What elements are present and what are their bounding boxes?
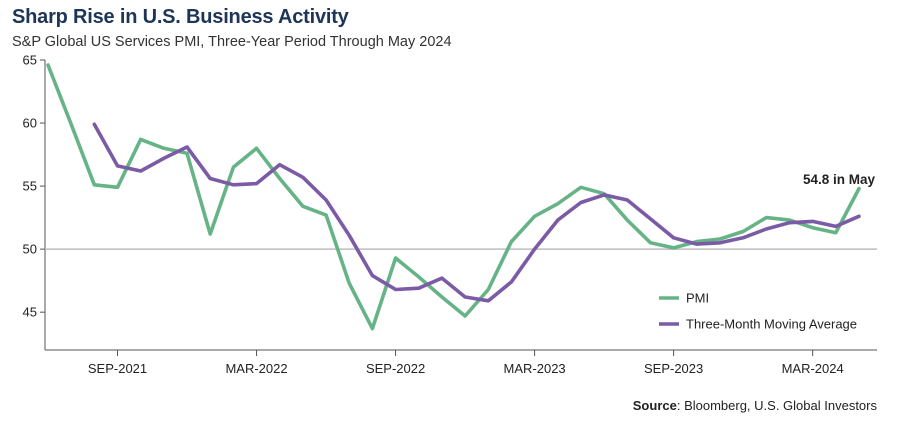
legend-label: Three-Month Moving Average: [686, 317, 857, 332]
x-tick-label: MAR-2024: [782, 361, 844, 376]
series-line-pmi: [46, 63, 861, 331]
chart-series: [46, 63, 861, 331]
annotation-label: 54.8 in May: [803, 172, 876, 187]
chart-annotations: 54.8 in May: [803, 172, 876, 187]
y-tick-label: 65: [23, 53, 37, 68]
x-axis-ticks: SEP-2021 MAR-2022 SEP-2022 MAR-2023 SEP-2023…: [88, 350, 844, 376]
source-label: Source: [632, 398, 677, 413]
y-axis-ticks: 45 50 55 60 65: [23, 53, 45, 320]
x-tick-label: SEP-2022: [366, 361, 425, 376]
y-tick-label: 50: [23, 242, 37, 257]
x-tick-label: SEP-2021: [88, 361, 147, 376]
chart-legend: PMI Three-Month Moving Average: [659, 291, 857, 332]
series-line-moving-average: [92, 122, 861, 303]
source-text: : Bloomberg, U.S. Global Investors: [676, 398, 877, 413]
chart-subtitle: S&P Global US Services PMI, Three-Year P…: [12, 34, 452, 50]
x-tick-label: MAR-2022: [225, 361, 287, 376]
chart-title: Sharp Rise in U.S. Business Activity: [12, 6, 349, 28]
y-tick-label: 60: [23, 116, 37, 131]
y-tick-label: 55: [23, 179, 37, 194]
chart-axes: [44, 60, 877, 351]
legend-label: PMI: [686, 291, 709, 306]
x-tick-label: SEP-2023: [644, 361, 703, 376]
x-tick-label: MAR-2023: [504, 361, 566, 376]
y-tick-label: 45: [23, 305, 37, 320]
source-note: Source: Bloomberg, U.S. Global Investors: [633, 398, 877, 413]
